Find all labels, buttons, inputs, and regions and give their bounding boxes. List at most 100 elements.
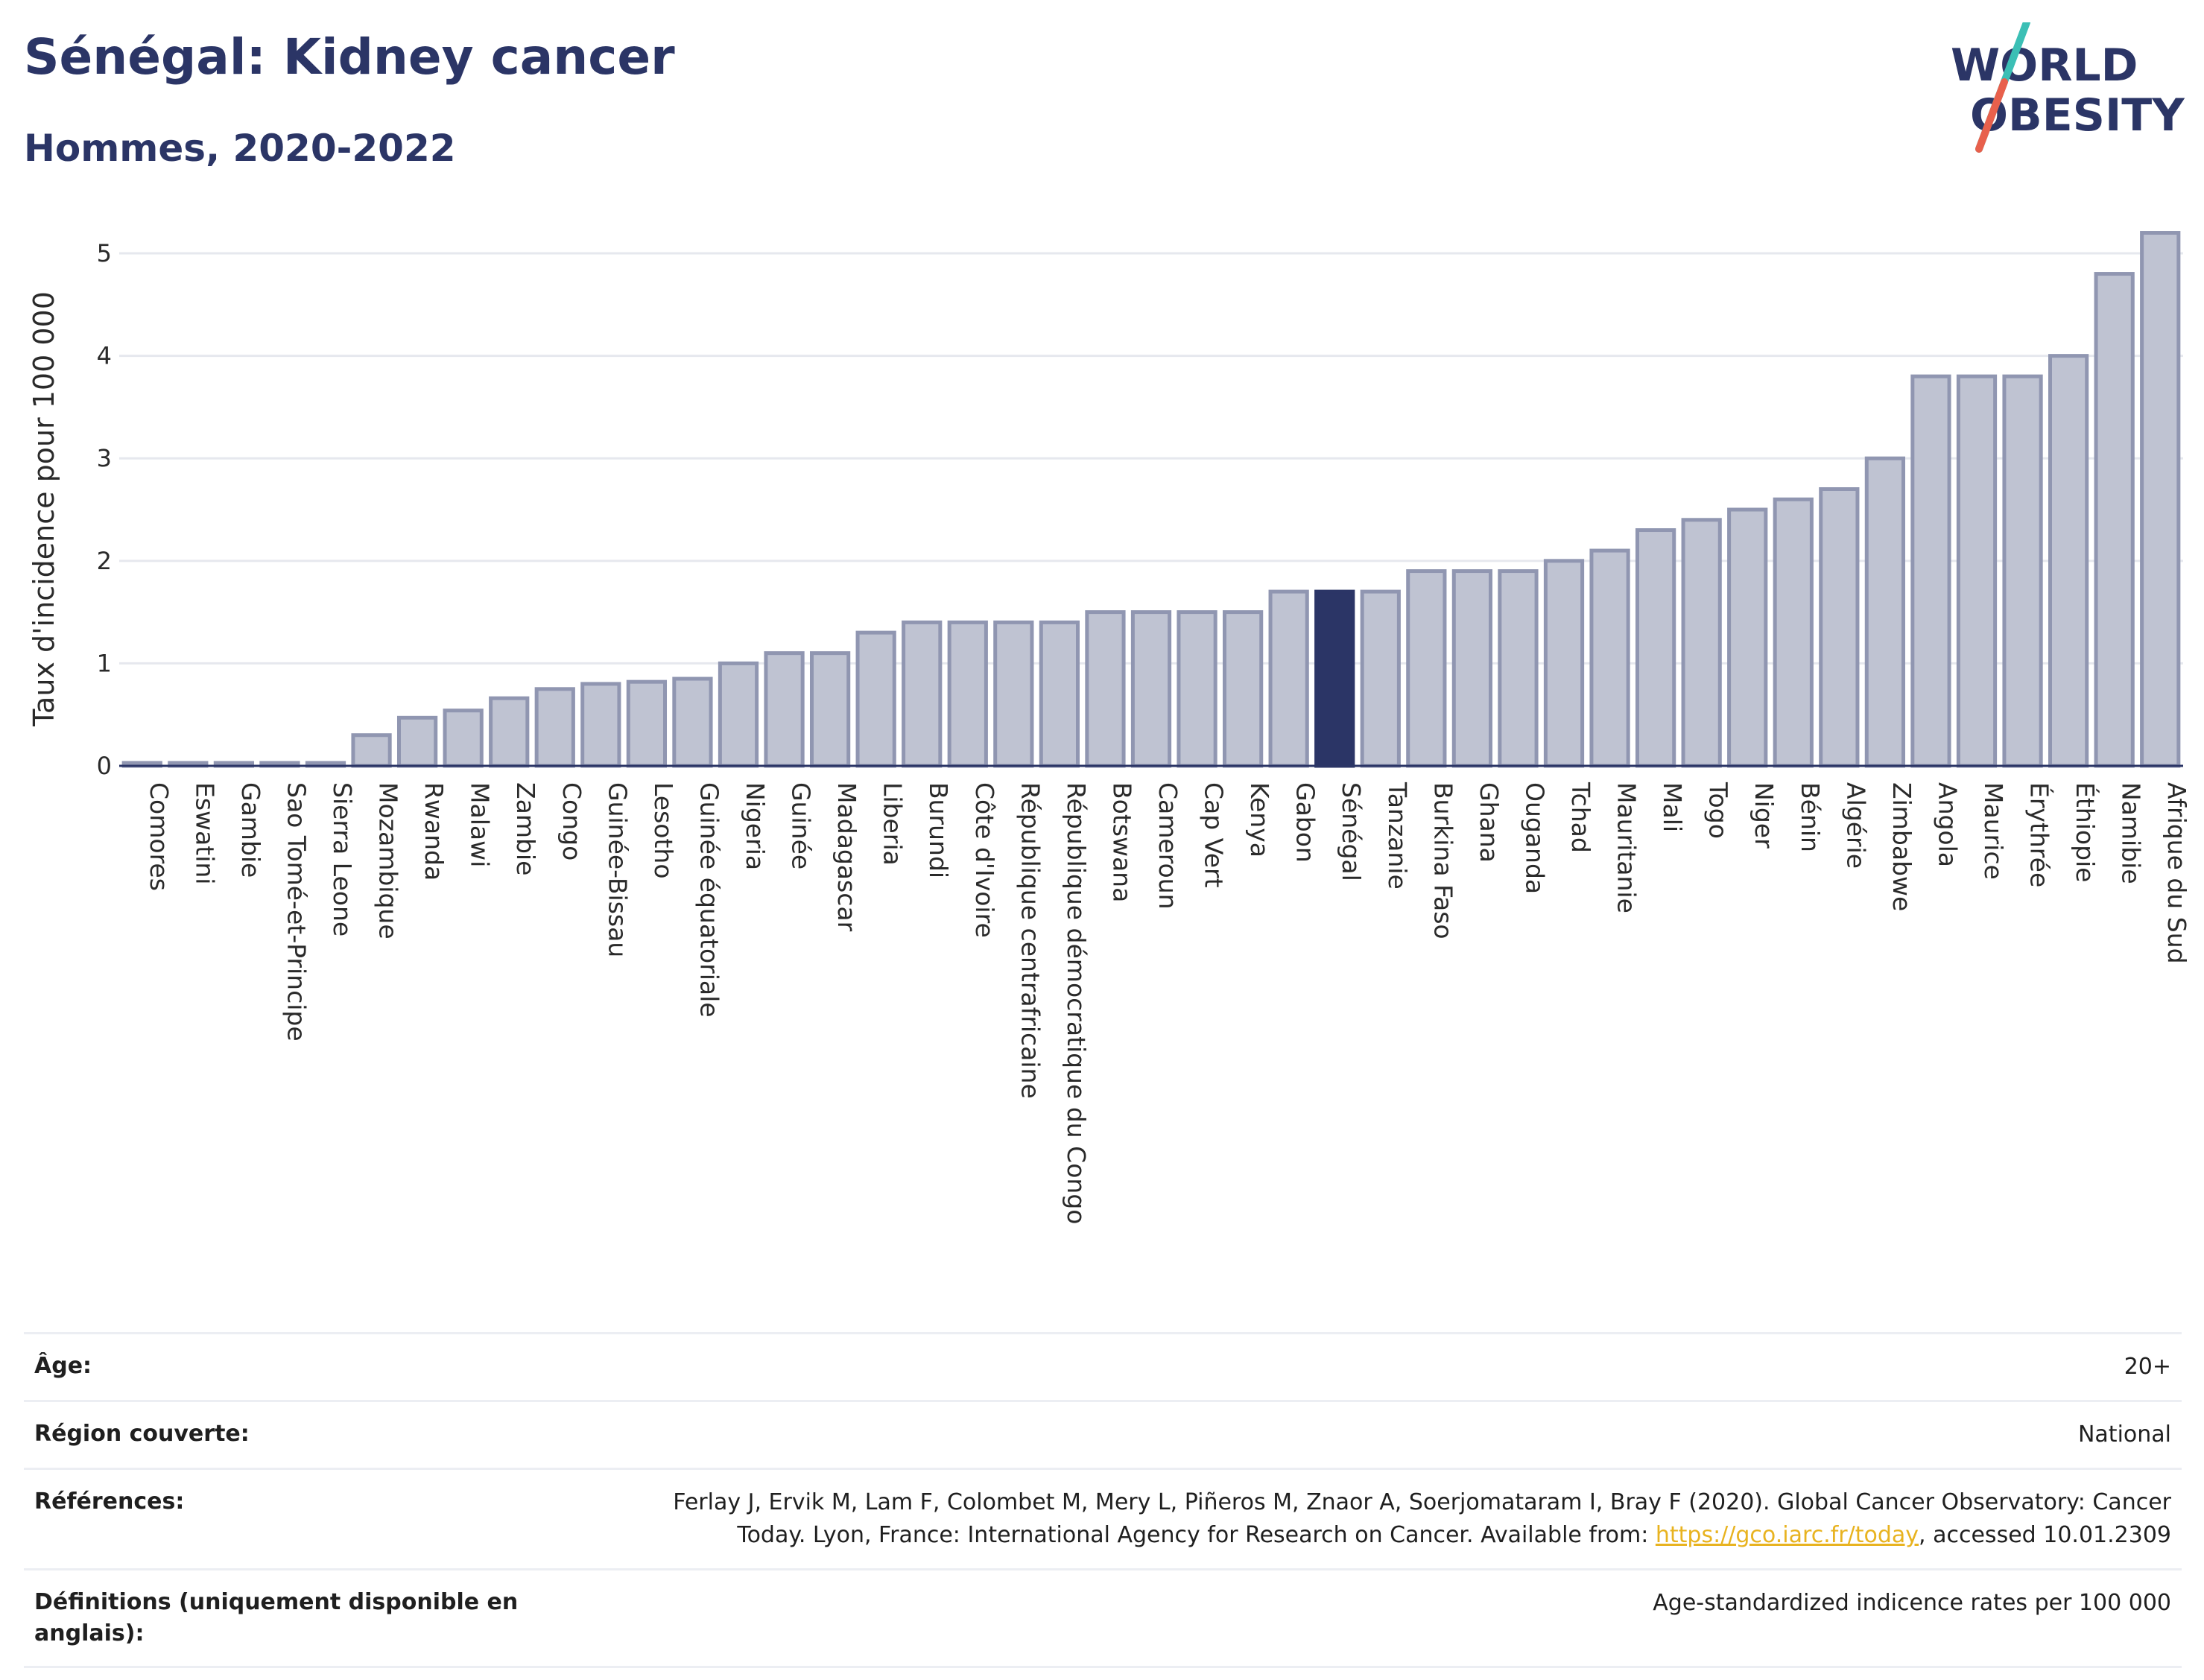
x-tick-label: Burundi [924, 782, 953, 878]
bar-Angola [1910, 374, 1951, 768]
bar-Guinée [764, 651, 805, 768]
y-tick-label: 4 [97, 342, 112, 370]
x-tick-label: Mali [1658, 782, 1687, 832]
bar-Namibie [2094, 272, 2135, 768]
y-axis-label: Taux d'incidence pour 100 000 [28, 291, 60, 727]
refs-text-3: , accessed 10.01.2309 [1919, 1522, 2171, 1548]
x-tick-label: Maurice [1979, 782, 2008, 880]
bar-Mozambique [351, 733, 392, 768]
refs-text-2: Today. Lyon, France: International Agenc… [737, 1522, 1656, 1548]
x-tick-label: Gabon [1291, 782, 1320, 863]
meta-row-age: Âge: 20+ [24, 1334, 2182, 1402]
bar-Gabon [1268, 589, 1309, 768]
x-tick-label: Malawi [466, 782, 495, 867]
x-tick-label: République démocratique du Congo [1062, 782, 1091, 1224]
refs-link[interactable]: https://gco.iarc.fr/today [1655, 1522, 1919, 1548]
x-tick-label: Côte d'Ivoire [970, 782, 999, 938]
bar-chart: 0 1 2 3 4 5 Comores Eswatini Gambie Sao Tomé-et-… [28, 231, 2191, 1224]
bar-Ouganda [1498, 569, 1539, 768]
bar-Zimbabwe [1864, 456, 1906, 768]
bar-Zambie [489, 696, 530, 768]
bar-Érythrée [2002, 374, 2043, 768]
bar-Guinée-Bissau [580, 682, 621, 768]
y-tick-label: 2 [97, 547, 112, 575]
logo-line1: WORLD [1951, 39, 2138, 92]
x-tick-label: Afrique du Sud [2162, 782, 2191, 964]
bar-République démocratique du Congo [1039, 620, 1080, 768]
x-tick-label: Rwanda [419, 782, 449, 881]
bar-Botswana [1085, 610, 1126, 768]
x-tick-label: Mauritanie [1612, 782, 1641, 913]
bar-Burkina Faso [1406, 569, 1447, 768]
meta-region-value: National [2077, 1421, 2171, 1448]
meta-refs-value: Ferlay J, Ervik M, Lam F, Colombet M, Me… [673, 1486, 2171, 1552]
bar-Mauritanie [1589, 548, 1630, 768]
bar-Ghana [1451, 569, 1493, 768]
bar-Tchad [1543, 559, 1585, 768]
x-tick-label: Mozambique [374, 782, 403, 939]
x-tick-label: Sao Tomé-et-Principe [282, 782, 311, 1042]
x-tick-label: Niger [1749, 782, 1779, 849]
x-tick-label: Angola [1933, 782, 1962, 867]
world-obesity-logo: WORLD OBESITY [1951, 22, 2185, 153]
x-tick-label: Bénin [1796, 782, 1825, 852]
page-title: Sénégal: Kidney cancer [24, 28, 675, 86]
bar-Togo [1681, 518, 1722, 768]
meta-row-definitions: Définitions (uniquement disponible en an… [24, 1570, 2182, 1668]
x-tick-label: Gambie [236, 782, 265, 878]
x-tick-label: Comores [145, 782, 174, 891]
x-tick-label: Zambie [511, 782, 540, 875]
bar-Maurice [1956, 374, 1998, 768]
x-tick-label: République centrafricaine [1016, 782, 1045, 1099]
x-tick-label: Eswatini [190, 782, 219, 884]
x-tick-label: Tchad [1566, 782, 1595, 853]
bar-Côte d'Ivoire [947, 620, 988, 768]
bar-Burundi [902, 620, 943, 768]
bar-Cameroun [1130, 610, 1172, 768]
x-tick-label: Cap Vert [1200, 782, 1229, 888]
x-tick-label: Guinée-Bissau [603, 782, 632, 957]
bar-Algérie [1819, 487, 1860, 768]
bar-Rwanda [396, 715, 438, 768]
meta-region-label: Région couverte: [34, 1421, 250, 1447]
y-tick-label: 0 [97, 752, 112, 780]
page-subtitle: Hommes, 2020-2022 [24, 127, 456, 170]
x-tick-label: Togo [1704, 782, 1733, 839]
bar-Cap Vert [1177, 610, 1217, 768]
bar-Kenya [1222, 610, 1264, 768]
x-tick-label: Tanzanie [1383, 782, 1412, 890]
bar-Madagascar [809, 651, 851, 768]
x-tick-label: Liberia [878, 782, 908, 866]
bar-Tanzanie [1360, 589, 1401, 768]
x-tick-label: Botswana [1107, 782, 1136, 902]
x-tick-label: Ouganda [1520, 782, 1549, 894]
y-tick-label: 1 [97, 649, 112, 677]
x-tick-label: Ghana [1475, 782, 1504, 863]
bar-Éthiopie [2048, 354, 2089, 768]
x-tick-label: Namibie [2117, 782, 2146, 884]
meta-age-label: Âge: [34, 1353, 92, 1379]
bar-Bénin [1773, 497, 1814, 768]
x-tick-label: Érythrée [2025, 782, 2055, 887]
bar-Sénégal [1314, 589, 1355, 768]
x-tick-label: Madagascar [832, 782, 861, 932]
bar-Afrique du Sud [2140, 231, 2181, 768]
bar-République centrafricaine [993, 620, 1034, 768]
meta-refs-label: Références: [34, 1489, 185, 1515]
x-tick-label: Sierra Leone [328, 782, 357, 936]
x-tick-label: Guinée équatoriale [694, 782, 723, 1018]
x-tick-label: Lesotho [649, 782, 678, 879]
meta-defs-value: Age-standardized indicence rates per 100… [1653, 1590, 2171, 1616]
x-tick-label: Guinée [787, 782, 816, 869]
chart-bars [121, 231, 2181, 768]
metadata-table: Âge: 20+ Région couverte: National Référ… [24, 1332, 2182, 1668]
x-tick-label: Nigeria [741, 782, 770, 870]
meta-row-references: Références: Ferlay J, Ervik M, Lam F, Co… [24, 1470, 2182, 1570]
logo-line2: OBESITY [1970, 89, 2185, 142]
refs-text-1: Ferlay J, Ervik M, Lam F, Colombet M, Me… [673, 1489, 2171, 1515]
y-axis-ticks: 0 1 2 3 4 5 [97, 239, 112, 780]
x-tick-label: Cameroun [1153, 782, 1182, 910]
y-tick-label: 5 [97, 239, 112, 267]
x-tick-label: Burkina Faso [1428, 782, 1457, 939]
x-tick-label: Algérie [1841, 782, 1870, 869]
